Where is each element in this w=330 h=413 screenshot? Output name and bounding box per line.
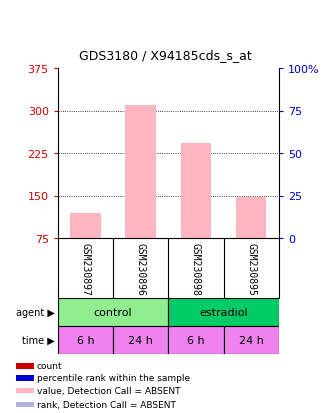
Text: 6 h: 6 h (187, 335, 205, 345)
Text: GSM230897: GSM230897 (81, 242, 90, 295)
Text: time ▶: time ▶ (22, 335, 54, 345)
Text: GSM230895: GSM230895 (246, 242, 256, 295)
Bar (236, 197, 266, 238)
Bar (181, 144, 211, 238)
Bar (58, 326, 113, 354)
Text: 6 h: 6 h (77, 335, 94, 345)
Bar (125, 106, 156, 238)
Text: rank, Detection Call = ABSENT: rank, Detection Call = ABSENT (37, 400, 176, 409)
Text: 24 h: 24 h (128, 335, 153, 345)
Bar (16, 375, 34, 381)
Bar (168, 326, 224, 354)
Text: estradiol: estradiol (199, 307, 248, 317)
Text: GSM230898: GSM230898 (191, 242, 201, 295)
Text: count: count (37, 361, 62, 370)
Bar (70, 213, 101, 238)
Text: percentile rank within the sample: percentile rank within the sample (37, 374, 190, 382)
Bar (58, 298, 168, 326)
Bar (16, 402, 34, 407)
Text: control: control (94, 307, 132, 317)
Bar (16, 388, 34, 394)
Text: value, Detection Call = ABSENT: value, Detection Call = ABSENT (37, 386, 180, 395)
Text: GSM230896: GSM230896 (136, 242, 146, 295)
Text: GDS3180 / X94185cds_s_at: GDS3180 / X94185cds_s_at (79, 49, 251, 62)
Text: agent ▶: agent ▶ (16, 307, 54, 317)
Text: 24 h: 24 h (239, 335, 264, 345)
Bar (113, 326, 168, 354)
Bar (223, 326, 279, 354)
Bar (16, 363, 34, 369)
Bar (168, 298, 279, 326)
